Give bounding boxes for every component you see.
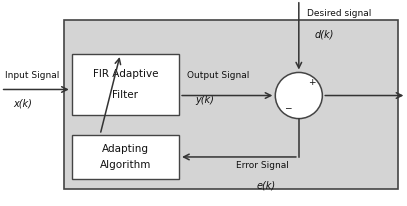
Bar — [72, 54, 179, 115]
Text: e(k): e(k) — [256, 180, 276, 190]
Text: Output Signal: Output Signal — [187, 71, 249, 80]
Text: −: − — [284, 104, 292, 113]
Text: Filter: Filter — [112, 90, 138, 99]
Text: Adapting: Adapting — [102, 144, 149, 154]
Text: y(k): y(k) — [195, 95, 214, 105]
Text: Algorithm: Algorithm — [100, 160, 151, 170]
Ellipse shape — [275, 73, 322, 119]
Text: Input Signal: Input Signal — [5, 71, 59, 80]
Text: d(k): d(k) — [315, 29, 335, 39]
Bar — [63, 20, 398, 189]
Text: +: + — [308, 78, 315, 87]
Bar — [72, 135, 179, 179]
Text: x(k): x(k) — [13, 99, 32, 109]
Text: FIR Adaptive: FIR Adaptive — [93, 69, 158, 79]
Text: Error Signal: Error Signal — [236, 160, 289, 170]
Text: Desired signal: Desired signal — [307, 9, 371, 19]
